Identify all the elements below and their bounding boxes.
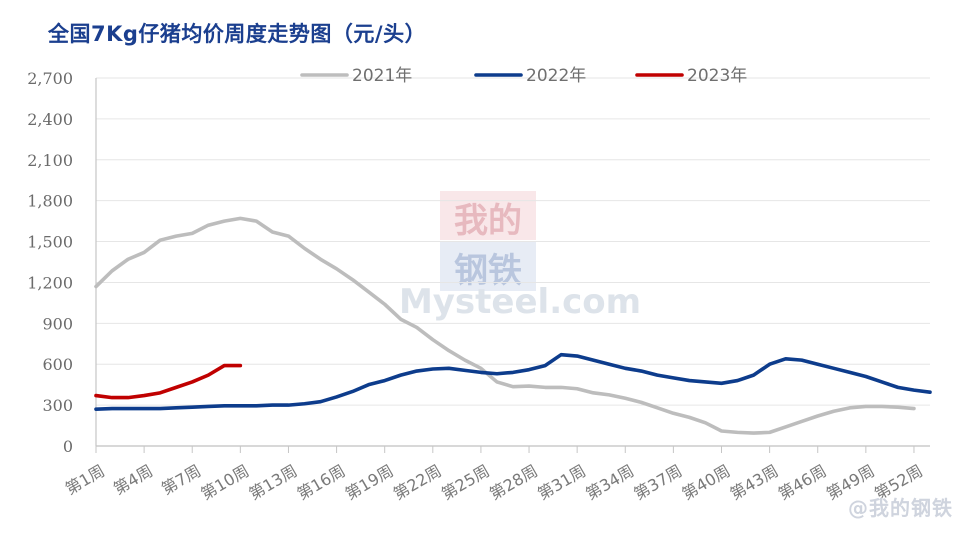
- y-tick-label-7: 2,100: [27, 151, 73, 170]
- legend-label-0: 2021年: [352, 66, 412, 86]
- watermark-cn-top: 我的: [454, 201, 522, 241]
- y-tick-label-8: 2,400: [27, 110, 73, 129]
- legend-label-2: 2023年: [687, 66, 747, 86]
- x-tick-label-9: 第28周: [486, 461, 541, 504]
- footer-watermark: @我的钢铁: [848, 492, 953, 521]
- y-tick-label-3: 900: [42, 314, 73, 333]
- y-tick-label-5: 1,500: [27, 233, 73, 252]
- series-line-2: [94, 363, 243, 400]
- x-tick-label-0: 第1周: [62, 461, 108, 499]
- y-tick-label-9: 2,700: [27, 69, 73, 88]
- x-tick-label-2: 第7周: [158, 461, 204, 499]
- series-layer: [94, 216, 932, 435]
- y-tick-label-0: 0: [63, 437, 73, 456]
- y-tick-label-2: 600: [42, 355, 73, 374]
- x-tick-label-8: 第25周: [438, 461, 493, 504]
- footer-watermark-text: @我的钢铁: [848, 496, 953, 520]
- watermark-cn-bottom: 钢铁: [454, 251, 522, 291]
- y-tick-label-6: 1,800: [27, 192, 73, 211]
- series-line-1: [94, 352, 932, 411]
- x-tick-label-10: 第31周: [534, 461, 589, 504]
- y-tick-label-1: 300: [42, 396, 73, 415]
- watermark-logo-top-panel: [440, 191, 536, 240]
- series-line-0: [94, 216, 916, 435]
- x-tick-label-11: 第34周: [582, 461, 637, 504]
- x-tick-label-7: 第22周: [390, 461, 445, 504]
- y-tick-label-4: 1,200: [27, 273, 73, 292]
- x-tick-label-15: 第46周: [775, 461, 830, 504]
- x-tick-label-12: 第37周: [631, 461, 686, 504]
- x-tick-label-6: 第19周: [342, 461, 397, 504]
- x-tick-label-4: 第13周: [246, 461, 301, 504]
- chart-title: 全国7Kg仔猪均价周度走势图（元/头）: [48, 22, 427, 46]
- x-tick-label-5: 第16周: [294, 461, 349, 504]
- x-tick-label-3: 第10周: [197, 461, 252, 504]
- legend: 2021年 2022年 2023年: [300, 66, 747, 86]
- legend-label-1: 2022年: [526, 66, 586, 86]
- watermark-en: Mysteel.com: [399, 282, 641, 322]
- x-tick-label-1: 第4周: [110, 461, 156, 499]
- x-tick-label-14: 第43周: [727, 461, 782, 504]
- x-tick-label-13: 第40周: [679, 461, 734, 504]
